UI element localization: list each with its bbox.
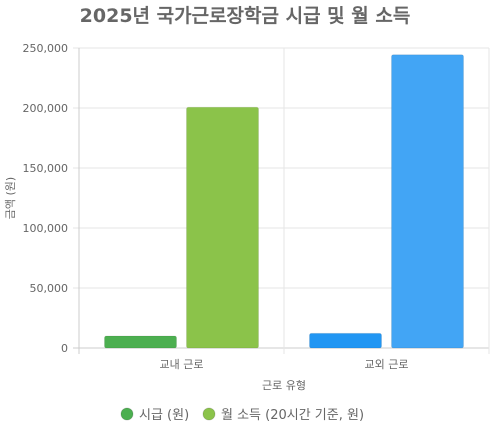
x-axis-ticks: 교내 근로 교외 근로: [160, 358, 409, 371]
grid-lines: [73, 47, 490, 354]
y-tick-label: 100,000: [23, 222, 69, 235]
y-tick-label: 50,000: [30, 282, 69, 295]
x-tick-label: 교내 근로: [160, 358, 204, 371]
legend-swatch: [120, 407, 134, 421]
x-tick-label: 교외 근로: [365, 358, 409, 371]
legend[interactable]: 시급 (원) 월 소득 (20시간 기준, 원): [120, 407, 364, 423]
bar-hourly-wage-0[interactable]: [104, 335, 177, 349]
legend-label: 월 소득 (20시간 기준, 원): [221, 408, 364, 423]
legend-label: 시급 (원): [139, 408, 189, 423]
legend-item[interactable]: 월 소득 (20시간 기준, 원): [202, 407, 364, 423]
bar-monthly-income-1[interactable]: [391, 54, 464, 349]
y-axis-title: 금액 (원): [4, 177, 17, 219]
bars: [104, 54, 464, 349]
y-tick-label: 0: [61, 342, 68, 355]
chart-title: 2025년 국가근로장학금 시급 및 월 소득: [80, 5, 411, 27]
legend-item[interactable]: 시급 (원): [120, 407, 189, 423]
bar-hourly-wage-1[interactable]: [309, 332, 382, 349]
y-tick-label: 200,000: [23, 102, 69, 115]
y-tick-label: 250,000: [23, 42, 69, 55]
y-tick-label: 150,000: [23, 162, 69, 175]
bar-monthly-income-0[interactable]: [186, 106, 259, 349]
y-axis-ticks: 0 50,000 100,000 150,000 200,000 250,000: [23, 42, 69, 355]
legend-swatch: [202, 407, 216, 421]
x-axis-title: 근로 유형: [262, 379, 306, 392]
